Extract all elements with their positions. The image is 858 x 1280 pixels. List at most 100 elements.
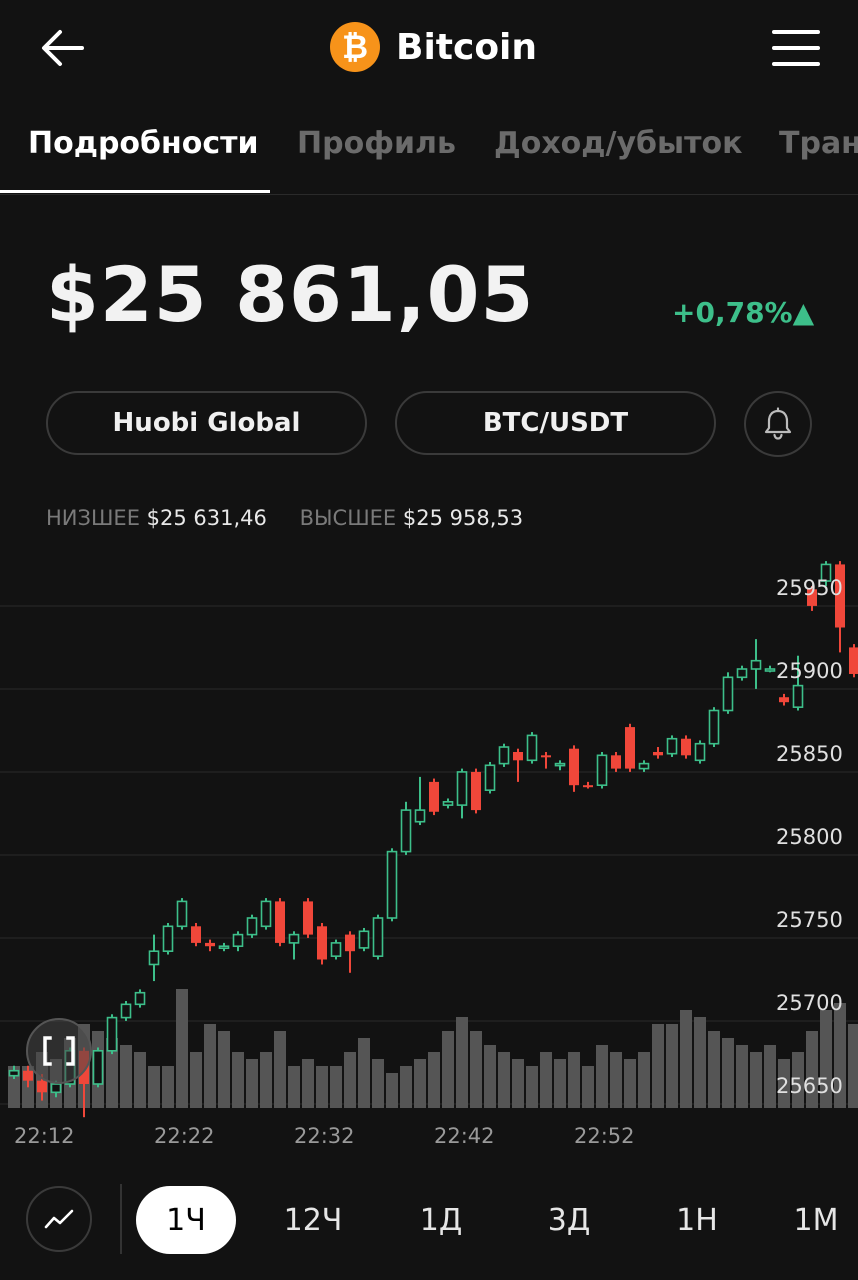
y-tick-label: 25800 (776, 825, 843, 849)
y-tick-label: 25650 (776, 1074, 843, 1098)
candle-body (246, 917, 258, 936)
volume-bar (708, 1031, 720, 1108)
candle-body (120, 1003, 132, 1019)
candle (23, 1065, 33, 1088)
volume-bar (498, 1052, 510, 1108)
divider (120, 1184, 122, 1254)
x-tick-label: 22:52 (574, 1124, 635, 1148)
candle-body (764, 668, 776, 672)
x-tick-label: 22:22 (154, 1124, 215, 1148)
tab-bar: Подробности Профиль Доход/убыток Транзак… (0, 110, 858, 195)
candle-body (820, 563, 832, 582)
volume-bar (260, 1052, 272, 1108)
volume-bar (610, 1052, 622, 1108)
candle-body (37, 1080, 47, 1093)
back-button[interactable] (38, 26, 88, 70)
volume-bar (820, 1010, 832, 1108)
low-value: $25 631,46 (146, 506, 267, 530)
chart-type-toggle[interactable] (26, 1186, 92, 1252)
candle-body (694, 742, 706, 762)
candle (317, 922, 327, 965)
arrow-left-icon (42, 30, 84, 66)
tab-transactions[interactable]: Транзакции (779, 126, 858, 161)
volume-bar (246, 1059, 258, 1108)
volume-bar (288, 1066, 300, 1108)
candle-body (162, 925, 174, 952)
timeframe-12h[interactable]: 12Ч (283, 1202, 343, 1238)
candle-body (8, 1069, 20, 1077)
candle (471, 768, 481, 814)
volume-bar (540, 1052, 552, 1108)
candle-body (106, 1016, 118, 1052)
candle (820, 561, 832, 586)
timeframe-bar: 1Ч 12Ч 1Д 3Д 1Н 1М (0, 1170, 858, 1270)
candle-body (176, 900, 188, 928)
candle (625, 723, 635, 772)
volume-bar (596, 1045, 608, 1108)
tab-profile[interactable]: Профиль (297, 126, 456, 161)
candle (583, 781, 593, 789)
candle-body (442, 801, 454, 806)
volume-bar (358, 1038, 370, 1108)
exchange-selector[interactable]: Huobi Global (46, 391, 367, 455)
candle-body (218, 945, 230, 950)
timeframe-1m[interactable]: 1М (793, 1202, 839, 1238)
y-tick-label: 25750 (776, 908, 843, 932)
candle-body (554, 762, 566, 767)
x-tick-label: 22:42 (434, 1124, 495, 1148)
timeframe-3d[interactable]: 3Д (547, 1202, 591, 1238)
candle (835, 561, 845, 653)
candle-body (835, 564, 845, 628)
candle (484, 761, 496, 794)
timeframe-1d[interactable]: 1Д (419, 1202, 463, 1238)
candle-body (722, 676, 734, 712)
candle-body (498, 746, 510, 765)
candle-body (148, 950, 160, 966)
pair-selector[interactable]: BTC/USDT (395, 391, 716, 455)
candle (218, 942, 230, 952)
candle (736, 665, 748, 681)
candle (429, 778, 439, 816)
candle (596, 752, 608, 789)
volume-bar (120, 1045, 132, 1108)
tab-details[interactable]: Подробности (28, 126, 259, 161)
volume-bar (512, 1059, 524, 1108)
fullscreen-button[interactable] (26, 1018, 92, 1084)
candle-body (400, 809, 412, 853)
candle (750, 639, 762, 689)
price-alert-button[interactable] (744, 391, 812, 457)
volume-bar (778, 1059, 790, 1108)
candlestick-chart[interactable]: 25950 25900 25850 25800 25750 25700 25650 22:1… (0, 560, 858, 1160)
candle-body (303, 901, 313, 935)
candle-body (708, 709, 720, 745)
volume-bar (750, 1052, 762, 1108)
volume-bar (386, 1073, 398, 1108)
candle (205, 939, 215, 952)
candle-body (596, 754, 608, 787)
volume-bar (470, 1031, 482, 1108)
volume-bar (484, 1045, 496, 1108)
volume-bar (722, 1038, 734, 1108)
tab-profit-loss[interactable]: Доход/убыток (494, 126, 743, 161)
candle-body (317, 926, 327, 960)
candle-body (191, 926, 201, 943)
candle-body (50, 1083, 62, 1094)
hamburger-menu-icon[interactable] (772, 30, 820, 66)
volume-bar (106, 1038, 118, 1108)
timeframe-1w[interactable]: 1Н (676, 1202, 718, 1238)
candle (722, 672, 734, 714)
candle-body (456, 771, 468, 806)
timeframe-1h[interactable]: 1Ч (136, 1186, 236, 1254)
volume-bar (456, 1017, 468, 1108)
candle-body (429, 781, 439, 812)
volume-bar (638, 1052, 650, 1108)
candle (345, 931, 355, 973)
low-label: НИЗШЕЕ (46, 506, 140, 530)
candle (162, 922, 174, 955)
candle-body (260, 900, 272, 928)
candle-body (611, 755, 621, 769)
candle (232, 931, 244, 952)
volume-bar (806, 1031, 818, 1108)
top-bar: ₿ Bitcoin (0, 0, 858, 95)
candle-body (288, 933, 300, 944)
